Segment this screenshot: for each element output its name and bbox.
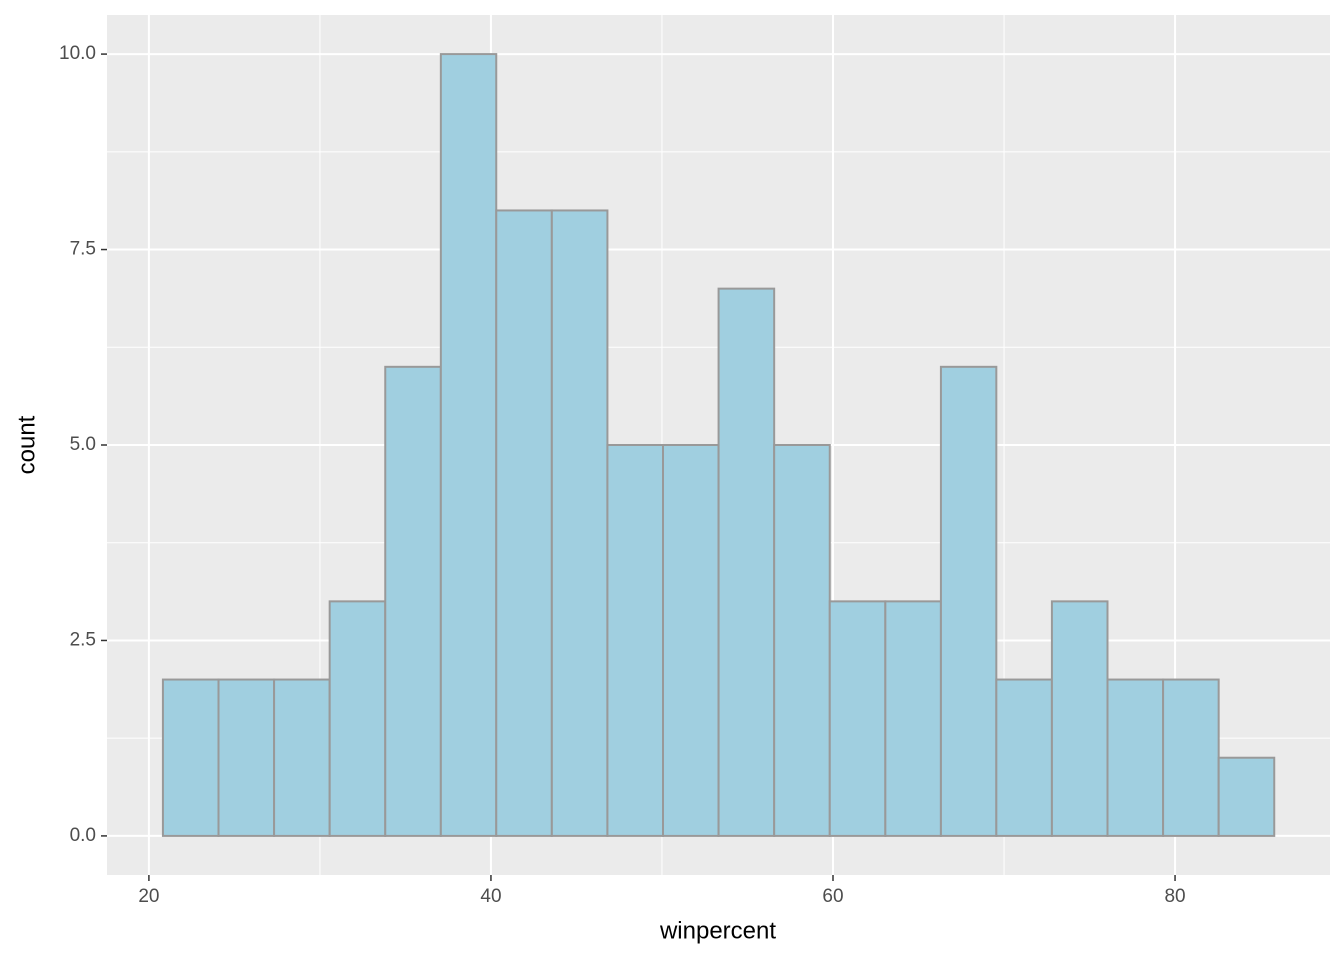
bar xyxy=(217,678,276,837)
bar xyxy=(773,444,831,837)
bar xyxy=(161,678,220,837)
bar xyxy=(550,209,609,837)
bar xyxy=(662,444,720,837)
bar xyxy=(828,600,887,837)
bar xyxy=(939,365,998,837)
y-axis-label: count xyxy=(13,415,40,474)
x-tick-label: 40 xyxy=(480,886,501,907)
x-axis-label: winpercent xyxy=(659,917,776,944)
x-tick-label: 80 xyxy=(1164,886,1185,907)
y-tick-label: 2.5 xyxy=(70,629,96,650)
x-tick-label: 20 xyxy=(138,886,159,907)
bar xyxy=(1050,600,1109,837)
bar xyxy=(995,678,1053,837)
bar xyxy=(1162,678,1220,837)
y-tick-label: 5.0 xyxy=(70,434,96,455)
bar xyxy=(1217,756,1276,837)
bar xyxy=(384,365,442,837)
bar xyxy=(717,287,776,837)
y-tick-label: 10.0 xyxy=(59,43,96,64)
y-tick-label: 7.5 xyxy=(70,239,96,260)
bar xyxy=(439,53,498,837)
bar xyxy=(1106,678,1165,837)
x-tick-label: 60 xyxy=(822,886,843,907)
bar xyxy=(884,600,942,837)
bar xyxy=(606,444,665,837)
bar xyxy=(273,678,331,837)
bar xyxy=(495,209,553,837)
bar xyxy=(328,600,387,837)
y-tick-label: 0.0 xyxy=(70,825,96,846)
